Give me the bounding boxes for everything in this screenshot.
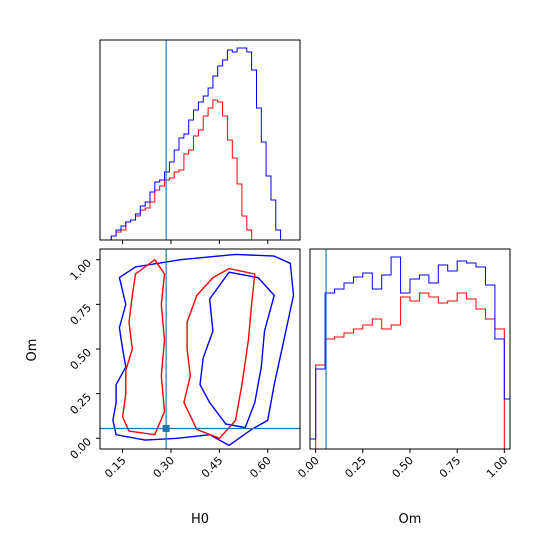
contour-y-tick-label: 1.00 xyxy=(68,257,95,284)
histogram-om-x-tick-label: 0.75 xyxy=(437,454,464,481)
histogram-om-red-series xyxy=(315,292,505,449)
histogram-om-x-tick-label: 0.00 xyxy=(295,454,322,481)
histogram-h0-frame xyxy=(99,39,301,241)
contour-h0-om-panel xyxy=(96,248,301,453)
histogram-h0-blue-series xyxy=(106,47,286,241)
contour-x-tick-label: 0.30 xyxy=(151,454,178,481)
contour-frame xyxy=(99,248,301,450)
contour-x-tick-label: 0.60 xyxy=(247,454,274,481)
histogram-om-x-tick-label: 0.25 xyxy=(342,454,369,481)
contour-x-tick-label: 0.45 xyxy=(199,454,226,481)
histogram-om-blue-series xyxy=(309,256,511,449)
contour-blue-level-1 xyxy=(112,253,295,447)
contour-y-tick-label: 0.25 xyxy=(68,391,95,418)
contour-x-tick-label: 0.15 xyxy=(102,454,129,481)
x-axis-label-om: Om xyxy=(399,512,422,527)
y-axis-label-om: Om xyxy=(25,339,40,362)
histogram-h0-panel xyxy=(99,39,301,244)
contour-y-tick-label: 0.00 xyxy=(68,435,95,462)
histogram-om-panel xyxy=(309,248,511,453)
histogram-om-x-tick-label: 0.50 xyxy=(390,454,417,481)
truth-marker xyxy=(162,424,170,432)
contour-red-level-4 xyxy=(183,267,256,439)
contour-blue-level-2 xyxy=(199,271,275,429)
histogram-h0-red-series xyxy=(106,99,257,241)
contour-y-tick-label: 0.50 xyxy=(68,346,95,373)
histogram-om-x-tick-label: 1.00 xyxy=(484,454,511,481)
tick-labels: 0.00 0.25 0.50 0.75 1.00 0.15 0.30 0.45 0.60 0.00… xyxy=(68,257,511,481)
contour-red-level-3 xyxy=(121,259,166,436)
x-axis-label-h0: H0 xyxy=(191,512,209,527)
contour-y-tick-label: 0.75 xyxy=(68,301,95,328)
